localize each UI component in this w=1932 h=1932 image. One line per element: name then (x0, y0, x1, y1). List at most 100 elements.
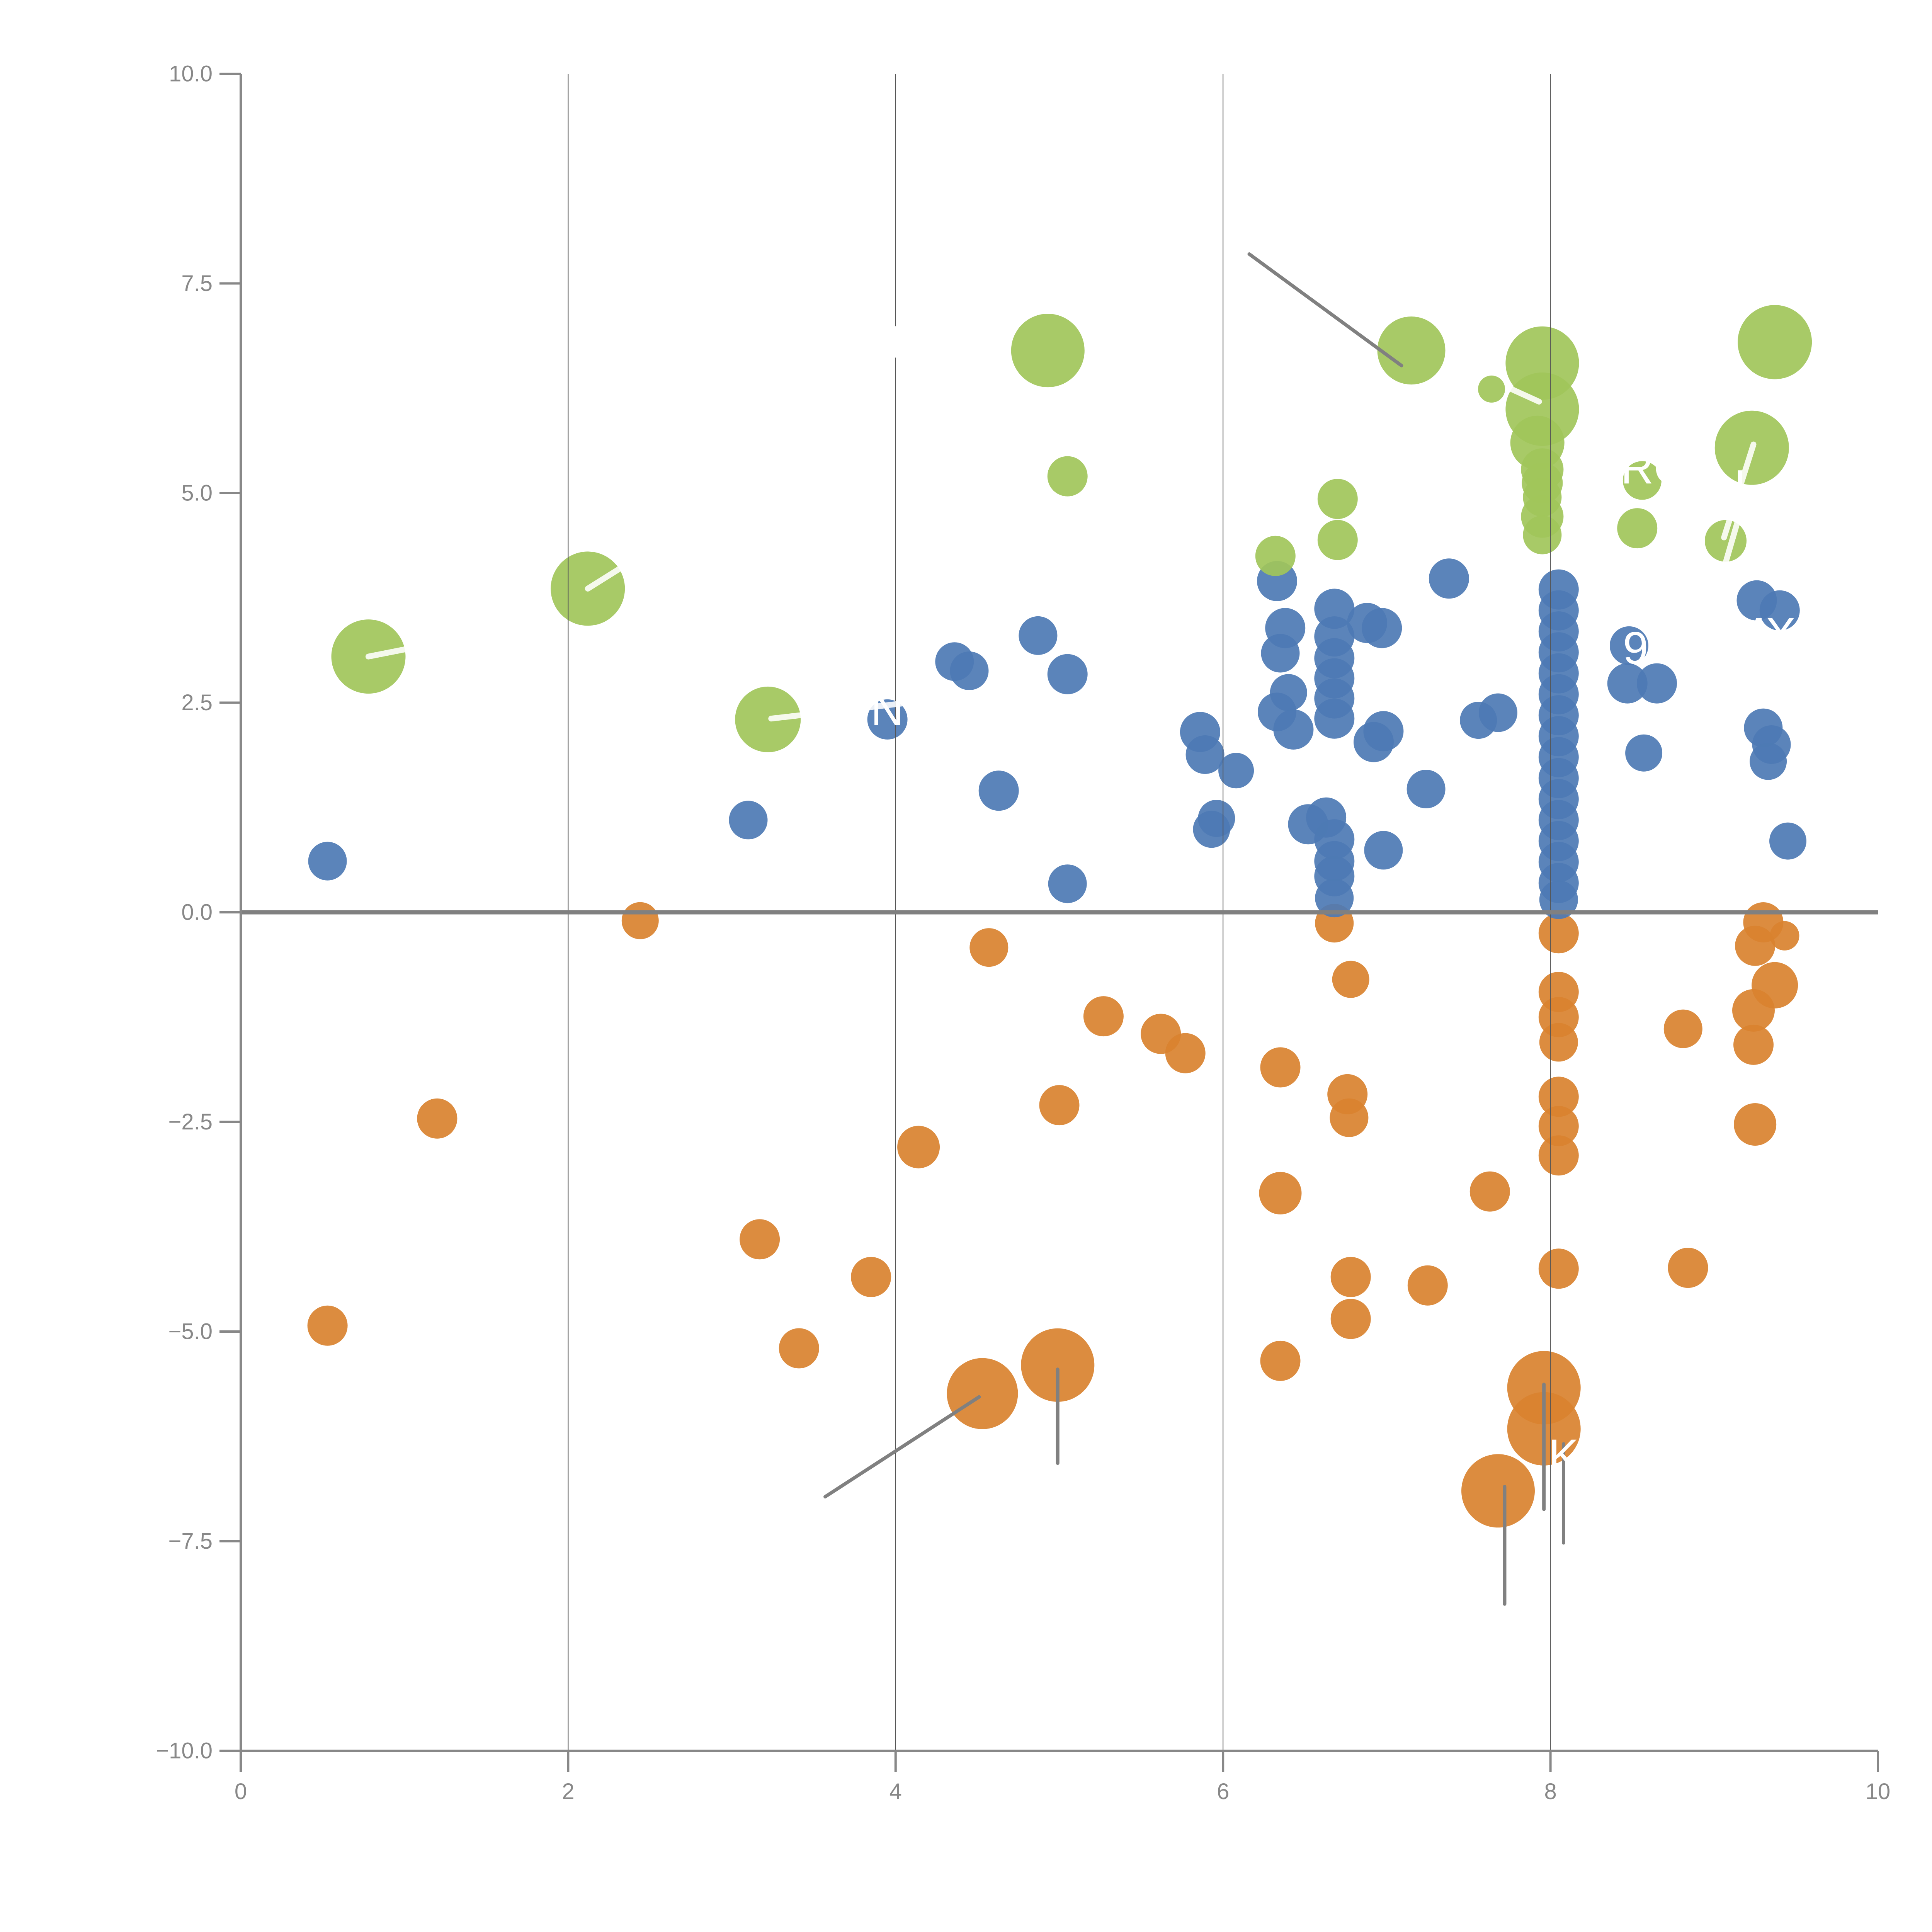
data-point (1478, 375, 1505, 403)
data-point (1429, 558, 1469, 599)
data-point (1047, 654, 1088, 694)
data-point (1733, 1024, 1774, 1065)
data-point (1317, 479, 1358, 519)
data-point (1668, 1248, 1708, 1288)
data-point (735, 686, 801, 752)
data-point (969, 928, 1009, 967)
white-leader-lines (365, 385, 1757, 722)
data-point (1610, 626, 1648, 665)
leader-line-white (365, 631, 486, 660)
data-point (1330, 1299, 1371, 1339)
data-point (950, 651, 989, 690)
data-point (1039, 1085, 1080, 1126)
data-point (740, 1219, 780, 1260)
data-point (779, 1328, 819, 1369)
data-point (1218, 753, 1254, 789)
data-point (851, 1257, 891, 1297)
data-point (1469, 1171, 1510, 1212)
data-point (1273, 709, 1314, 750)
data-point (1461, 1454, 1535, 1528)
data-point (867, 699, 908, 740)
leader-line-white (1507, 385, 1542, 405)
leader-line-white (1718, 520, 1740, 583)
data-point (1165, 1033, 1206, 1073)
point-label: 9 (1623, 622, 1648, 673)
leader-line-white (585, 530, 679, 592)
data-point (1607, 663, 1648, 704)
data-point (1750, 743, 1787, 780)
gray-leader-lines (823, 252, 1565, 1606)
data-point (1270, 674, 1307, 711)
y-tick-label: −5.0 (168, 1319, 213, 1344)
data-point (1617, 508, 1658, 549)
series-blue (308, 558, 1806, 919)
data-point (1019, 616, 1058, 655)
data-point (1637, 663, 1677, 704)
data-point (621, 902, 659, 939)
data-point (1732, 989, 1775, 1032)
data-point (1259, 1172, 1302, 1214)
data-point (1330, 1257, 1371, 1297)
x-tick-label: 4 (889, 1779, 902, 1804)
y-tick-label: 2.5 (181, 690, 213, 715)
data-point (1538, 1106, 1579, 1146)
data-point (1538, 1248, 1579, 1289)
data-point (1354, 722, 1394, 762)
point-label: L (1734, 461, 1760, 512)
data-point (1523, 515, 1562, 554)
data-point (1759, 590, 1800, 631)
data-point (1083, 996, 1124, 1037)
data-point (1332, 961, 1369, 998)
point-label: NW (871, 684, 947, 735)
data-point (1314, 588, 1355, 629)
point-labels: NW N RC L MX 9 K (868, 316, 1796, 1481)
x-tick-label: 6 (1217, 1779, 1229, 1804)
data-point (1317, 520, 1358, 560)
data-point (1362, 608, 1402, 648)
point-label: N (868, 316, 901, 367)
data-point (729, 801, 768, 840)
data-point (947, 1358, 1018, 1429)
data-point (1770, 921, 1799, 951)
point-label: RC (1621, 442, 1686, 493)
data-point (1539, 880, 1578, 919)
data-point (978, 770, 1019, 811)
y-tick-label: −2.5 (168, 1109, 213, 1134)
series-orange (307, 902, 1799, 1528)
data-point (1314, 698, 1355, 739)
data-point (1663, 1009, 1702, 1048)
data-point (308, 842, 347, 881)
data-point (1011, 314, 1085, 388)
y-axis-ticks: 10.0 7.5 5.0 2.5 0.0 −2.5 −5.0 −7.5 −10.0 (156, 61, 241, 1764)
data-point (1406, 770, 1446, 808)
data-point (1364, 831, 1403, 870)
y-tick-label: 0.0 (181, 900, 213, 925)
x-tick-label: 8 (1544, 1779, 1556, 1804)
leader-line (1247, 252, 1403, 367)
data-point (1255, 536, 1296, 576)
data-point (1185, 735, 1225, 774)
data-point (1330, 1098, 1369, 1137)
data-point (1048, 864, 1087, 903)
data-point (1538, 913, 1579, 954)
y-tick-label: −7.5 (168, 1529, 213, 1554)
data-point (1538, 1135, 1579, 1176)
data-point (1377, 316, 1446, 385)
data-point (1622, 461, 1662, 500)
y-tick-label: 7.5 (181, 271, 213, 296)
data-point (1407, 1265, 1448, 1306)
point-label: MX (1728, 609, 1796, 660)
leader-line-white (1721, 441, 1757, 541)
data-point (1734, 1103, 1777, 1146)
data-point (417, 1098, 457, 1139)
point-label: K (1548, 1430, 1579, 1481)
x-axis-ticks: 0 2 4 6 8 10 (235, 1751, 1890, 1804)
data-point (1193, 811, 1230, 848)
data-point (1315, 879, 1354, 918)
x-tick-label: 0 (235, 1779, 247, 1804)
data-point (1265, 608, 1306, 648)
leader-line-white (768, 690, 992, 722)
data-point (1625, 734, 1663, 772)
